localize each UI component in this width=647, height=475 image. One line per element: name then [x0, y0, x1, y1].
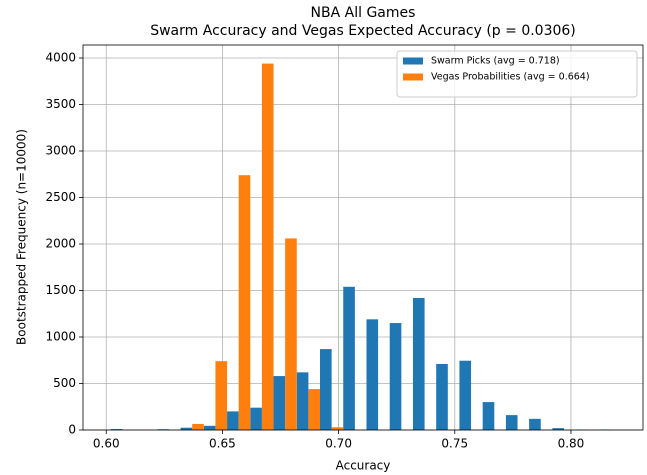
bar — [412, 297, 425, 430]
bar — [261, 63, 274, 431]
bar — [296, 372, 309, 430]
bar — [215, 361, 228, 430]
bar — [331, 427, 344, 430]
bar — [192, 423, 204, 430]
y-tick-label: 3500 — [45, 97, 76, 111]
bar — [320, 349, 332, 430]
legend-swatch — [403, 73, 423, 81]
bar — [180, 427, 193, 430]
bar — [552, 428, 564, 430]
y-tick-label: 0 — [68, 423, 76, 437]
bar — [482, 402, 495, 430]
bar — [250, 407, 262, 430]
y-tick-label: 2500 — [45, 190, 76, 204]
x-tick-label: 0.80 — [558, 437, 585, 451]
legend-label: Vegas Probabilities (avg = 0.664) — [431, 72, 590, 83]
legend-swatch — [403, 57, 423, 65]
chart-subtitle: Swarm Accuracy and Vegas Expected Accura… — [150, 23, 576, 39]
bar — [285, 238, 297, 430]
x-tick-label: 0.65 — [209, 437, 236, 451]
y-tick-label: 1500 — [45, 283, 76, 297]
y-tick-label: 1000 — [45, 330, 76, 344]
bar — [203, 425, 216, 430]
bar — [273, 376, 286, 430]
bar — [308, 389, 321, 430]
chart-title: NBA All Games — [311, 5, 416, 21]
bar — [436, 363, 448, 430]
x-axis-label: Accuracy — [336, 459, 391, 473]
bar — [529, 418, 541, 430]
bar — [505, 415, 518, 430]
y-tick-label: 4000 — [45, 51, 76, 65]
x-tick-label: 0.70 — [325, 437, 352, 451]
x-tick-label: 0.60 — [93, 437, 120, 451]
bar — [366, 319, 379, 430]
bar — [343, 286, 355, 430]
bar — [110, 429, 123, 430]
y-tick-label: 500 — [53, 376, 76, 390]
bar — [227, 411, 239, 430]
legend: Swarm Picks (avg = 0.718) Vegas Probabili… — [396, 50, 638, 98]
legend-box — [396, 50, 638, 98]
y-axis-label: Bootstrapped Frequency (n=10000) — [15, 129, 29, 345]
bar — [459, 360, 472, 430]
bar — [389, 323, 402, 430]
legend-label: Swarm Picks (avg = 0.718) — [431, 56, 560, 67]
y-tick-label: 2000 — [45, 237, 76, 251]
y-tick-label: 3000 — [45, 144, 76, 158]
bar — [238, 175, 251, 430]
plot-frame — [82, 44, 644, 431]
x-tick-label: 0.75 — [441, 437, 468, 451]
